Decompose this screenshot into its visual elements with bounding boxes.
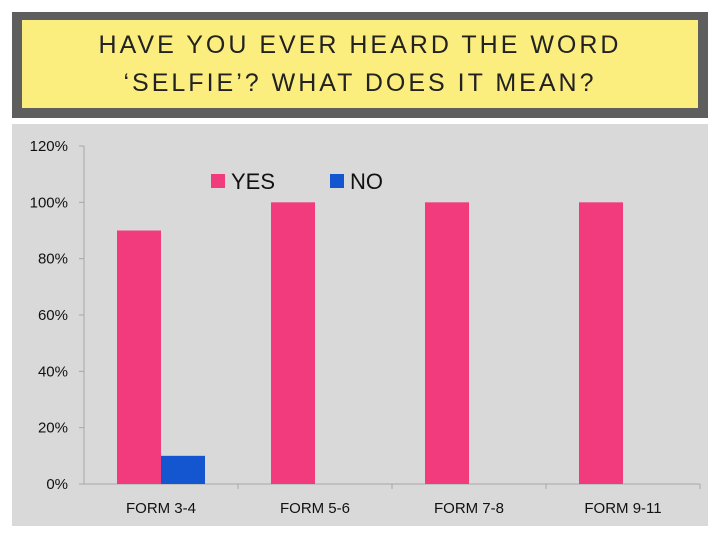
title-frame: HAVE YOU EVER HEARD THE WORD ‘SELFIE’? W… bbox=[12, 12, 708, 118]
legend-label-no: NO bbox=[350, 169, 383, 194]
x-tick-label: FORM 9-11 bbox=[584, 500, 661, 517]
bar-yes-2 bbox=[271, 202, 315, 485]
y-tick-label: 120% bbox=[30, 138, 68, 155]
y-tick-label: 100% bbox=[30, 194, 68, 211]
bar-yes-4 bbox=[579, 202, 623, 485]
legend-swatch-no bbox=[330, 174, 344, 188]
legend-swatch-yes bbox=[211, 174, 225, 188]
title-box: HAVE YOU EVER HEARD THE WORD ‘SELFIE’? W… bbox=[22, 20, 698, 108]
bar-yes-3 bbox=[425, 202, 469, 485]
y-tick-label: 60% bbox=[38, 307, 68, 324]
bar-yes-1 bbox=[117, 230, 161, 484]
y-tick-label: 40% bbox=[38, 363, 68, 380]
x-tick-label: FORM 5-6 bbox=[280, 500, 350, 517]
y-tick-label: 80% bbox=[38, 251, 68, 268]
x-tick-label: FORM 3-4 bbox=[126, 500, 196, 517]
y-tick-label: 20% bbox=[38, 420, 68, 437]
chart-title-line-2: ‘SELFIE’? WHAT DOES IT MEAN? bbox=[123, 69, 597, 97]
legend-label-yes: YES bbox=[231, 169, 275, 194]
x-tick-label: FORM 7-8 bbox=[434, 500, 504, 517]
bar-no-1 bbox=[161, 455, 205, 484]
chart-title-line-1: HAVE YOU EVER HEARD THE WORD bbox=[98, 31, 622, 59]
y-tick-label: 0% bbox=[46, 476, 68, 493]
